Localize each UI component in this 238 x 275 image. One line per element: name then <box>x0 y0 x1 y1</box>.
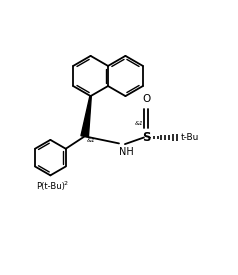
Text: 2: 2 <box>63 181 67 186</box>
Text: S: S <box>142 131 150 144</box>
Text: P(t-Bu): P(t-Bu) <box>36 182 65 191</box>
Text: O: O <box>142 94 150 104</box>
Text: t-Bu: t-Bu <box>181 133 199 142</box>
Text: &1: &1 <box>134 121 143 126</box>
Text: &1: &1 <box>87 138 96 142</box>
Text: NH: NH <box>119 147 134 157</box>
Polygon shape <box>81 96 91 137</box>
